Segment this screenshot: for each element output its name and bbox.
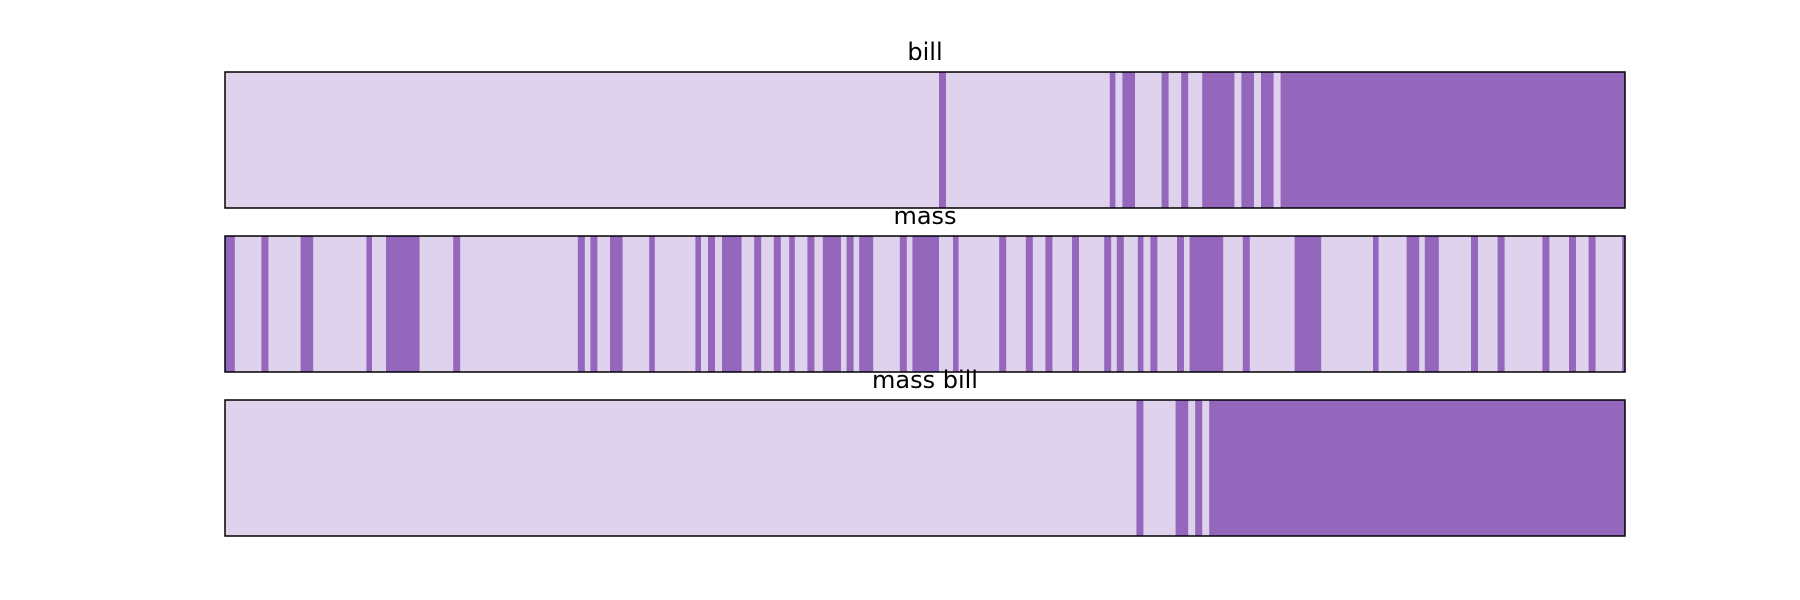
panel-title: mass bill — [872, 366, 978, 394]
barcode-bar — [386, 236, 420, 372]
barcode-bar — [1373, 236, 1379, 372]
barcode-bar — [1189, 236, 1224, 372]
barcode-bar — [453, 236, 461, 372]
barcode-bar — [953, 236, 959, 372]
barcode-bar — [807, 236, 815, 372]
panels-group: bill mass mass bill — [224, 38, 1626, 537]
barcode-bar — [1202, 72, 1235, 208]
barcode-bar — [261, 236, 269, 372]
barcode-bar — [939, 72, 946, 208]
barcode-bar — [1177, 236, 1184, 372]
barcode-bar — [1471, 236, 1478, 372]
barcode-bar — [1025, 236, 1033, 372]
barcode-bar — [1104, 236, 1112, 372]
barcode-bar — [1109, 72, 1116, 208]
barcode-bar — [610, 236, 623, 372]
barcode-bar — [1122, 72, 1135, 208]
barcode-bar — [708, 236, 715, 372]
barcode-bar — [859, 236, 874, 372]
panel-title: bill — [907, 38, 942, 66]
barcode-bar — [300, 236, 314, 372]
panel-frame — [224, 399, 1626, 537]
panel-frame — [224, 235, 1626, 373]
barcode-bar — [789, 236, 795, 372]
barcode-bar — [912, 236, 939, 372]
barcode-bar — [1116, 236, 1124, 372]
barcode-bar — [1072, 236, 1079, 372]
barcode-bar — [649, 236, 655, 372]
barcode-bar — [225, 236, 235, 372]
panel-0: bill — [224, 38, 1626, 209]
barcode-bar — [1588, 236, 1596, 372]
barcode-bar — [722, 236, 742, 372]
barcode-bar — [899, 236, 907, 372]
barcode-bar — [695, 236, 701, 372]
barcode-bar — [1261, 72, 1274, 208]
barcode-bar — [1195, 400, 1203, 536]
barcode-bar — [999, 236, 1007, 372]
barcode-bar — [1161, 72, 1169, 208]
barcode-bar — [822, 236, 841, 372]
barcode-bar — [577, 236, 585, 372]
barcode-bar — [1045, 236, 1053, 372]
panel-title: mass — [893, 202, 956, 230]
barcode-bar — [1209, 400, 1625, 536]
barcode-bar — [846, 236, 854, 372]
barcode-bar — [1406, 236, 1420, 372]
barcode-bar — [1242, 236, 1250, 372]
barcode-bar — [590, 236, 598, 372]
barcode-bar — [1542, 236, 1550, 372]
barcode-bar — [366, 236, 372, 372]
barcode-bar — [1280, 72, 1625, 208]
barcode-bar — [773, 236, 781, 372]
barcode-bar — [1181, 72, 1189, 208]
barcode-bar — [1241, 72, 1254, 208]
barcode-bar — [1569, 236, 1576, 372]
panel-2: mass bill — [224, 366, 1626, 537]
barcode-bar — [1294, 236, 1322, 372]
barcode-bar — [1175, 400, 1189, 536]
barcode-bar — [1622, 236, 1625, 372]
barcode-bar — [754, 236, 762, 372]
barcode-bar — [1424, 236, 1439, 372]
barcode-bar — [1137, 236, 1144, 372]
panel-frame — [224, 71, 1626, 209]
barcode-bar — [1497, 236, 1505, 372]
panel-1: mass — [224, 202, 1626, 373]
barcode-bar — [1150, 236, 1158, 372]
barcode-bar — [1136, 400, 1144, 536]
